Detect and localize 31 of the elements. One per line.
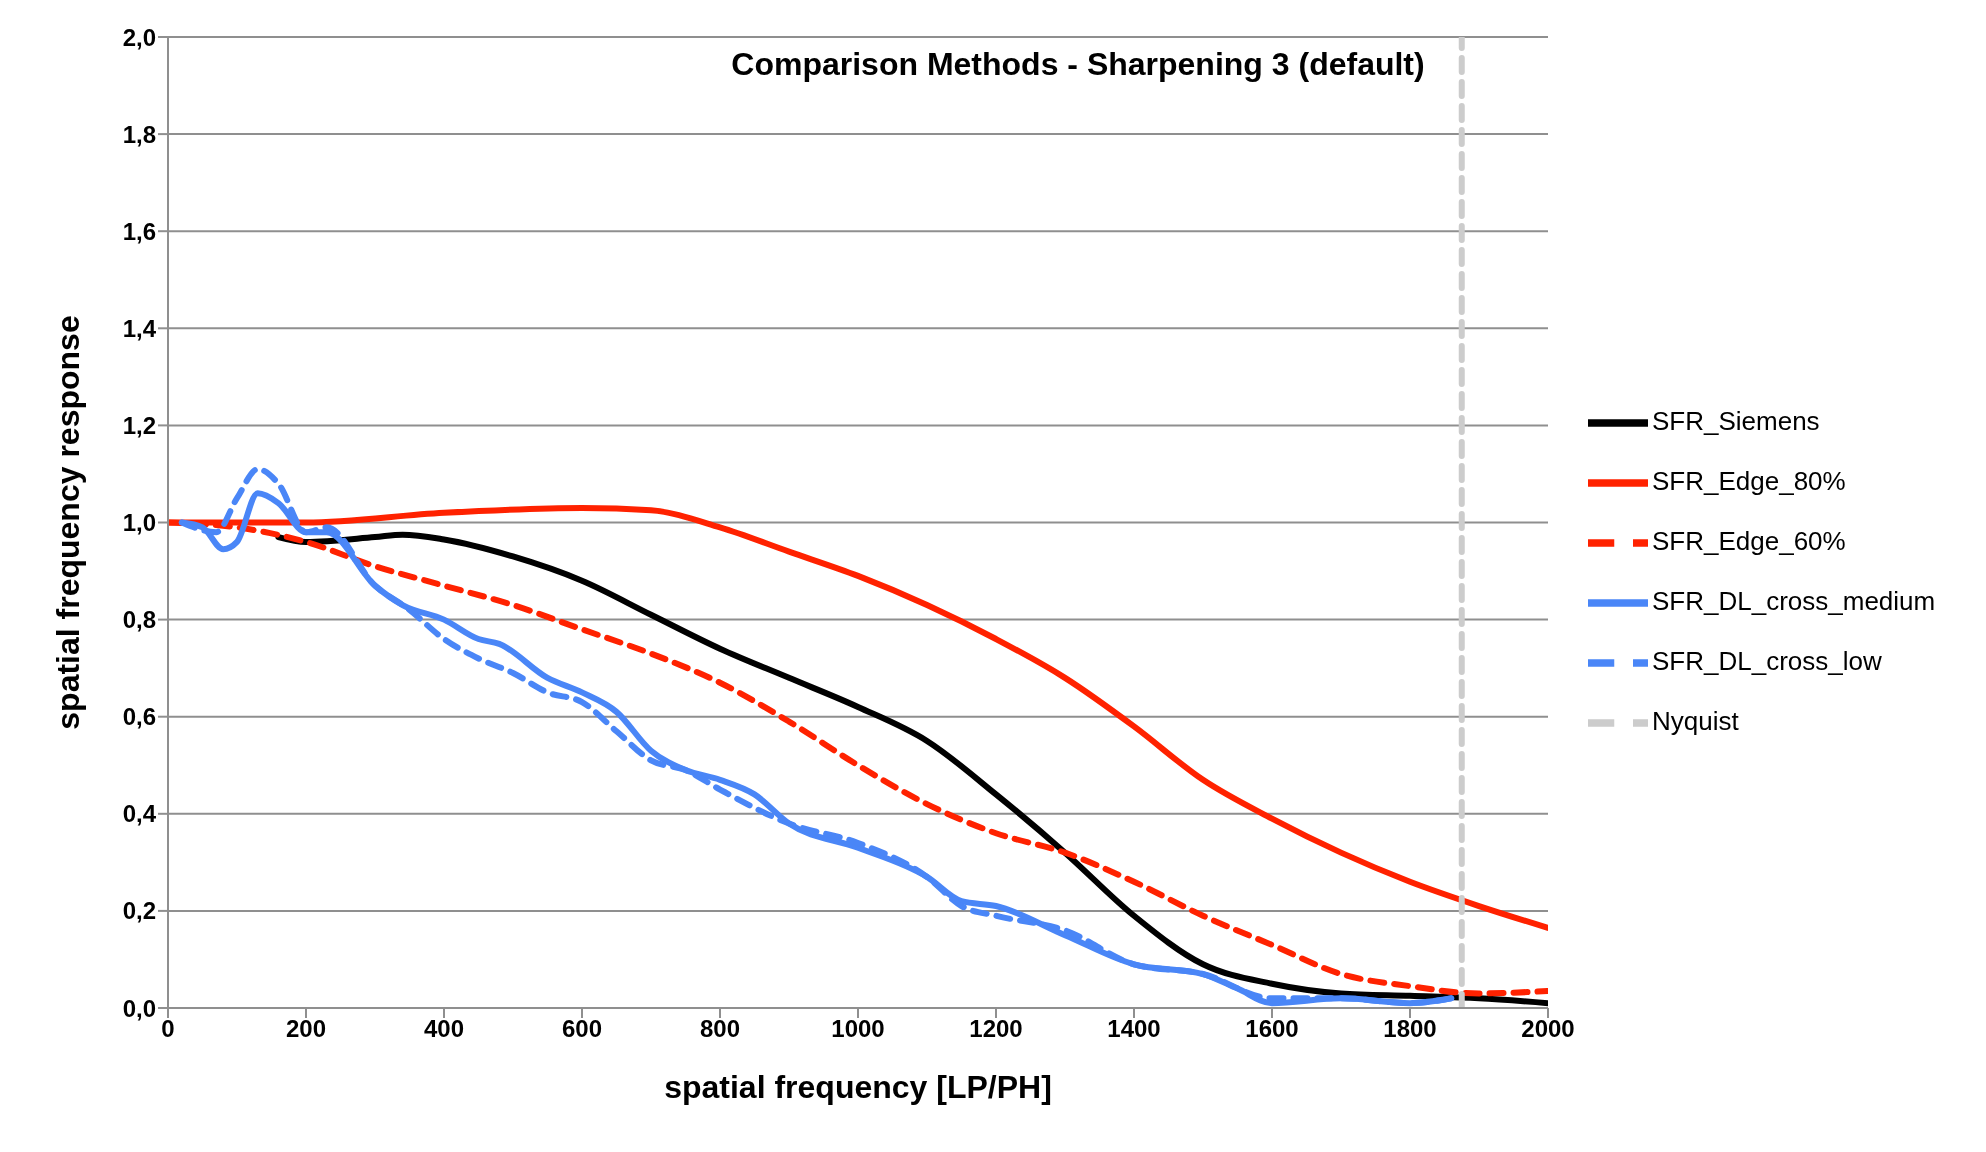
y-tick-label: 1,2 bbox=[122, 411, 156, 439]
x-tick-label: 400 bbox=[423, 1015, 465, 1043]
legend-label: SFR_Edge_80% bbox=[1652, 465, 1846, 496]
legend-label: SFR_Siemens bbox=[1652, 405, 1820, 436]
x-axis-title: spatial frequency [LP/PH] bbox=[664, 1069, 1052, 1105]
y-axis-title: spatial frequency response bbox=[50, 315, 87, 730]
legend-label: Nyquist bbox=[1652, 705, 1739, 736]
y-tick-label: 1,0 bbox=[122, 509, 156, 537]
x-tick-label: 0 bbox=[161, 1015, 175, 1043]
y-tick-label: 1,4 bbox=[122, 314, 157, 342]
legend-label: SFR_DL_cross_medium bbox=[1652, 585, 1936, 616]
x-tick-label: 1000 bbox=[831, 1015, 885, 1043]
y-tick-label: 0,8 bbox=[122, 606, 156, 634]
x-tick-label: 1800 bbox=[1383, 1015, 1437, 1043]
x-tick-label: 600 bbox=[561, 1015, 603, 1043]
y-tick-label: 2,0 bbox=[122, 23, 156, 51]
y-tick-label: 1,8 bbox=[122, 120, 156, 148]
legend-label: SFR_Edge_60% bbox=[1652, 525, 1846, 556]
y-tick-label: 1,6 bbox=[122, 217, 156, 245]
x-tick-label: 1200 bbox=[969, 1015, 1023, 1043]
y-tick-label: 0,0 bbox=[122, 994, 156, 1022]
x-tick-label: 1600 bbox=[1245, 1015, 1299, 1043]
x-tick-label: 1400 bbox=[1107, 1015, 1161, 1043]
y-tick-label: 0,2 bbox=[122, 897, 156, 925]
x-tick-label: 2000 bbox=[1521, 1015, 1575, 1043]
chart-title: Comparison Methods - Sharpening 3 (default) bbox=[730, 46, 1426, 83]
legend-label: SFR_DL_cross_low bbox=[1652, 645, 1882, 676]
x-tick-label: 200 bbox=[285, 1015, 327, 1043]
y-tick-label: 0,6 bbox=[122, 703, 156, 731]
x-tick-label: 800 bbox=[699, 1015, 741, 1043]
y-tick-label: 0,4 bbox=[122, 800, 157, 828]
